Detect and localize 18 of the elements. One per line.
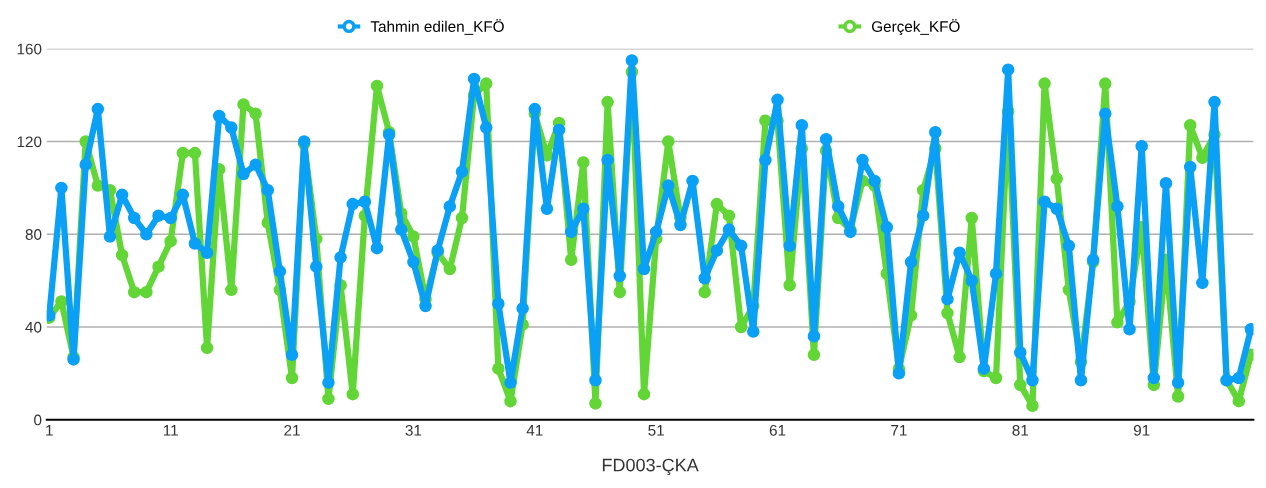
y-tick-label: 0 (34, 414, 42, 426)
y-tick-label: 160 (17, 43, 42, 55)
x-tick-label: 61 (769, 424, 786, 436)
y-tick-label: 120 (17, 136, 42, 148)
x-tick-label: 71 (891, 425, 907, 436)
x-tick-label: 51 (648, 425, 664, 436)
legend-label: Tahmin edilen_KFÖ (370, 19, 504, 35)
x-tick-label: 11 (163, 425, 178, 436)
x-tick-label: 31 (405, 424, 422, 436)
y-tick-label: 40 (25, 321, 42, 333)
x-tick-label: 21 (284, 424, 300, 436)
x-tick-label: 81 (1012, 424, 1029, 436)
x-tick-label: 41 (526, 425, 543, 436)
x-axis-title: FD003-ÇKA (602, 458, 699, 476)
legend-label: Gerçek_KFÖ (871, 19, 960, 36)
y-tick-label: 80 (25, 229, 42, 240)
x-tick-label: 91 (1133, 424, 1150, 436)
x-tick-label: 1 (46, 425, 53, 436)
